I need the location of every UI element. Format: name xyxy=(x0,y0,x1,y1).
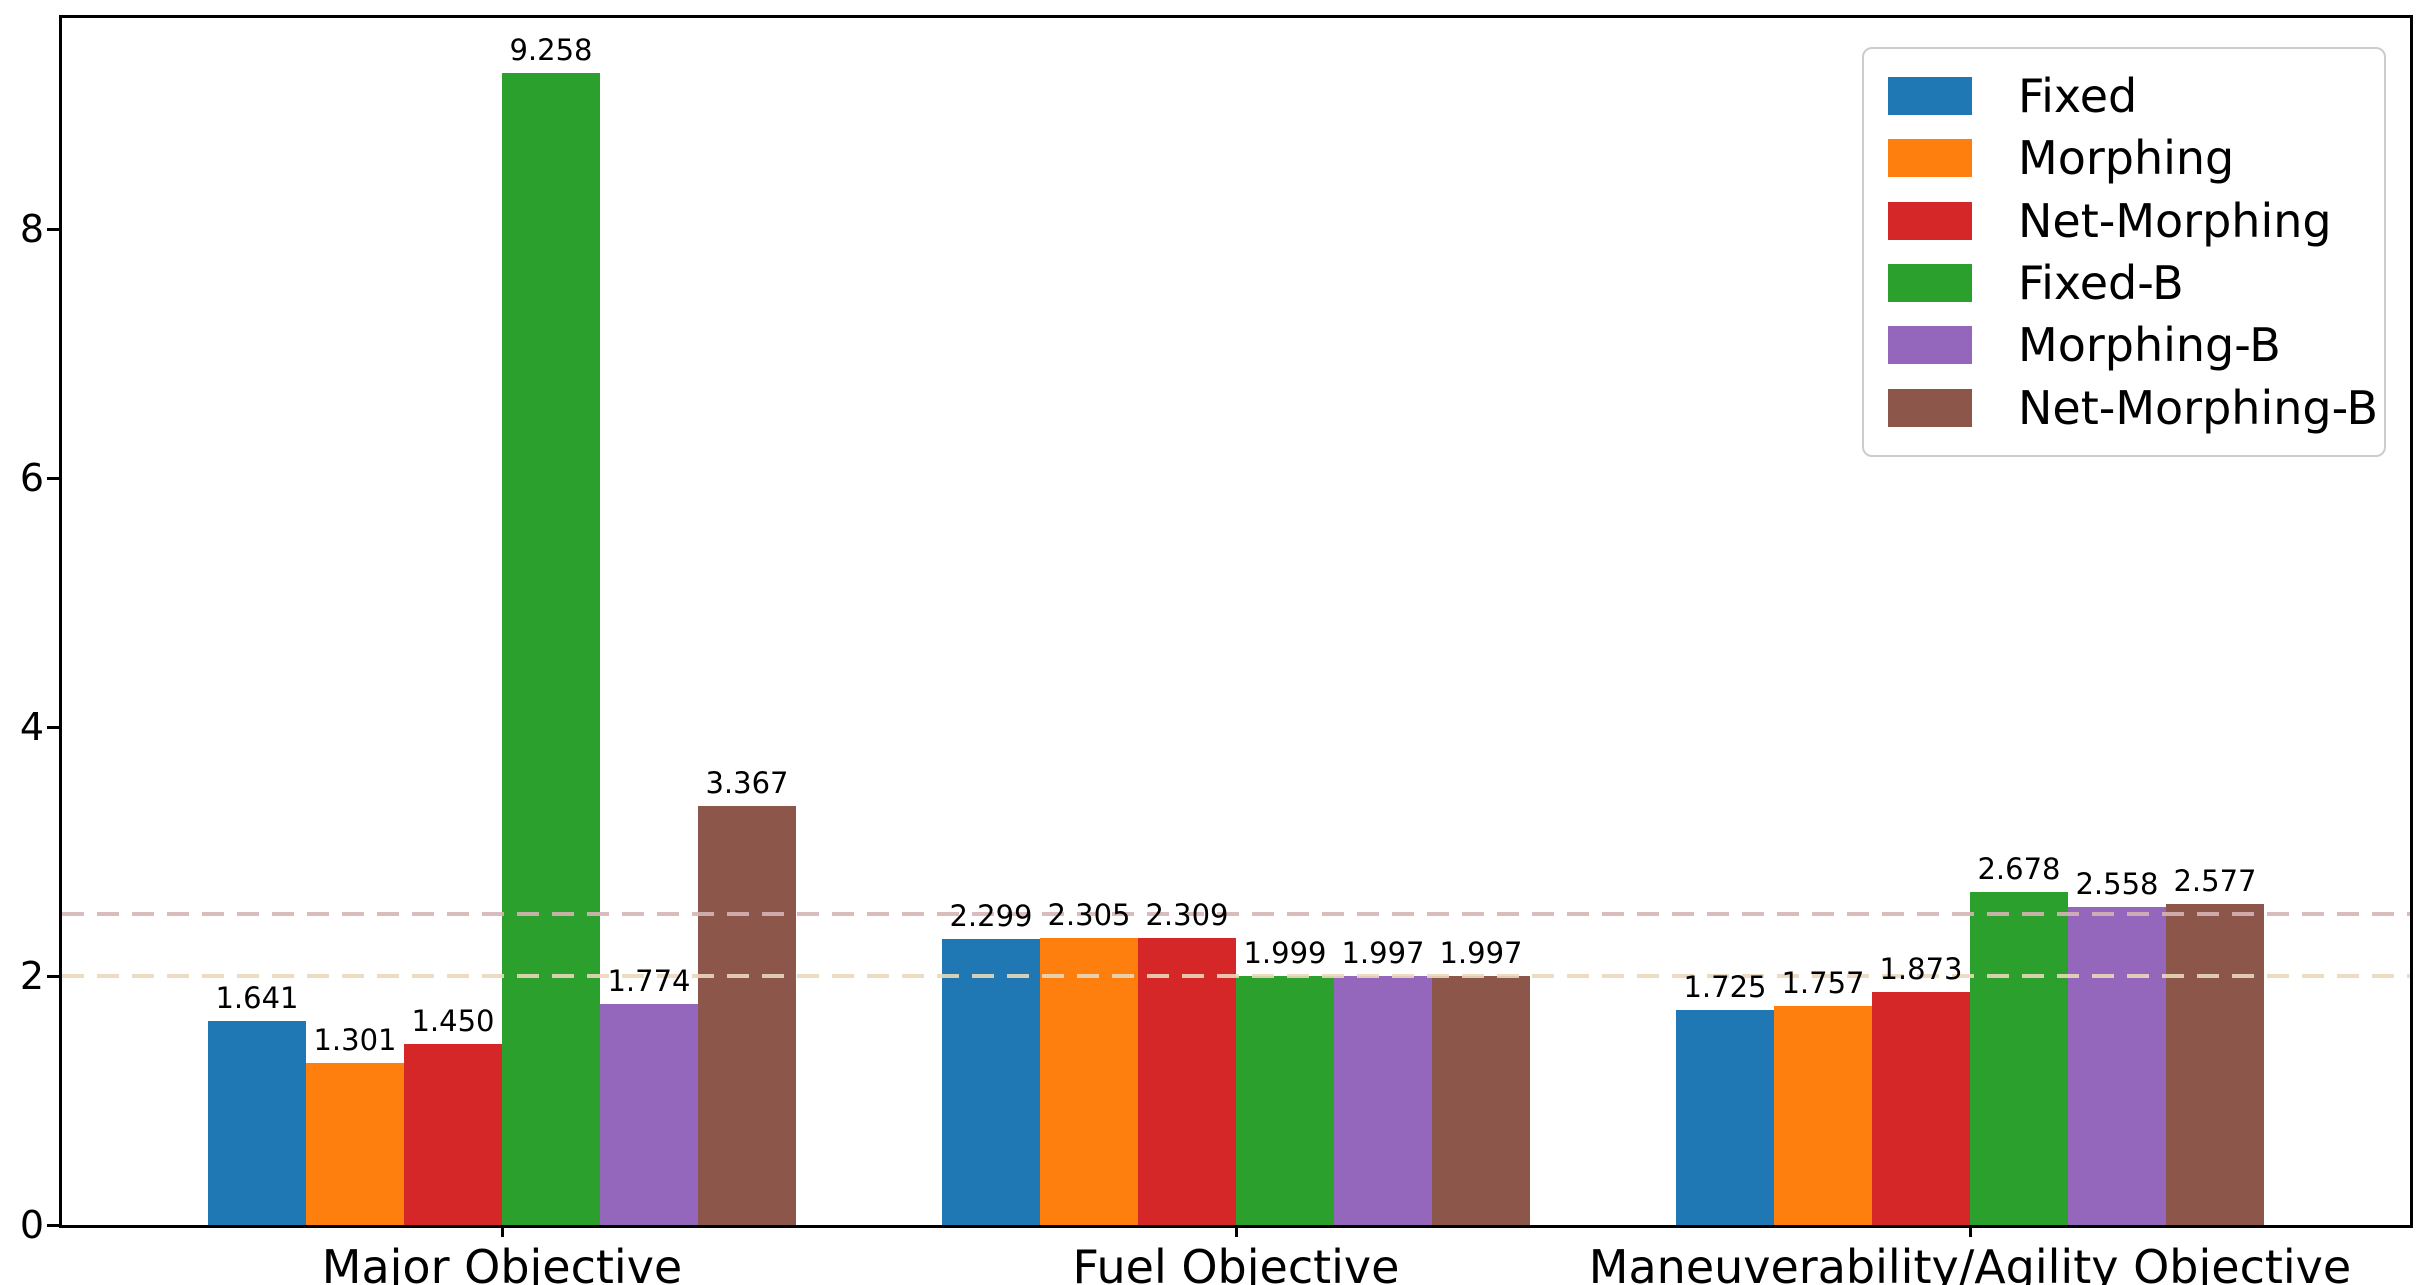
y-axis-tick-mark xyxy=(47,476,59,480)
category-label: Fuel Objective xyxy=(1072,1240,1400,1285)
legend: Fixed Morphing Net-Morphing Fixed-B Morphing… xyxy=(1862,47,2386,457)
bar-fixed-1 xyxy=(208,1020,306,1225)
bar-morphing-b-1 xyxy=(600,1004,698,1225)
y-axis-tick-label: 4 xyxy=(19,705,44,750)
legend-label: Morphing xyxy=(2018,131,2235,186)
bar-value-label: 3.367 xyxy=(705,765,789,800)
x-axis-tick-mark xyxy=(1968,1225,1972,1237)
bar-value-label: 1.997 xyxy=(1341,936,1425,971)
legend-swatch-net-morphing xyxy=(1888,201,1972,240)
legend-swatch-morphing-b xyxy=(1888,326,1972,365)
legend-entry-net-morphing-b: Net-Morphing-B xyxy=(1888,377,2378,439)
bar-fixed-b-2 xyxy=(1236,976,1334,1225)
legend-swatch-net-morphing-b xyxy=(1888,388,1972,427)
bar-morphing-b-2 xyxy=(1334,976,1432,1225)
legend-label: Morphing-B xyxy=(2018,318,2281,373)
y-axis-tick-mark xyxy=(47,974,59,978)
legend-entry-morphing-b: Morphing-B xyxy=(1888,314,2360,376)
bar-morphing-b-3 xyxy=(2068,906,2166,1225)
bar-value-label: 9.258 xyxy=(509,32,593,67)
category-label: Major Objective xyxy=(321,1240,683,1285)
bar-value-label: 1.641 xyxy=(215,980,299,1015)
legend-entry-fixed-b: Fixed-B xyxy=(1888,252,2360,314)
bar-value-label: 2.577 xyxy=(2173,864,2257,899)
y-axis-tick-mark xyxy=(47,1223,59,1227)
legend-label: Fixed-B xyxy=(2018,256,2184,311)
bar-value-label: 2.558 xyxy=(2075,866,2159,901)
bar-net-morphing-b-2 xyxy=(1432,976,1530,1225)
legend-swatch-fixed xyxy=(1888,77,1972,116)
bar-value-label: 1.301 xyxy=(313,1023,397,1058)
y-axis-tick-label: 2 xyxy=(19,954,44,999)
x-axis-tick-mark xyxy=(500,1225,504,1237)
bar-fixed-b-3 xyxy=(1970,891,2068,1225)
reference-line-y2.5 xyxy=(62,911,2410,916)
bar-value-label: 1.774 xyxy=(607,964,691,999)
y-axis-tick-label: 0 xyxy=(19,1203,44,1247)
bar-value-label: 1.999 xyxy=(1243,936,1327,971)
legend-entry-fixed: Fixed xyxy=(1888,65,2360,127)
bar-value-label: 2.305 xyxy=(1047,898,1131,933)
bar-value-label: 2.678 xyxy=(1977,851,2061,886)
bar-net-morphing-b-1 xyxy=(698,805,796,1225)
bar-morphing-3 xyxy=(1774,1006,1872,1225)
bar-fixed-b-1 xyxy=(502,72,600,1225)
bar-value-label: 1.997 xyxy=(1439,936,1523,971)
bar-morphing-1 xyxy=(306,1063,404,1225)
bar-value-label: 2.299 xyxy=(949,898,1033,933)
y-axis-tick-label: 6 xyxy=(19,456,44,501)
legend-label: Net-Morphing-B xyxy=(2018,380,2379,435)
category-label: Maneuverability/Agility Objective xyxy=(1588,1240,2352,1285)
bar-net-morphing-1 xyxy=(404,1044,502,1225)
legend-label: Net-Morphing xyxy=(2018,193,2332,248)
bar-fixed-3 xyxy=(1676,1010,1774,1225)
bar-value-label: 1.725 xyxy=(1683,970,1767,1005)
y-axis-tick-mark xyxy=(47,725,59,729)
legend-entry-morphing: Morphing xyxy=(1888,127,2360,189)
bar-net-morphing-3 xyxy=(1872,991,1970,1225)
y-axis-tick-mark xyxy=(47,227,59,231)
reference-line-y2 xyxy=(62,974,2410,979)
bar-net-morphing-b-3 xyxy=(2166,904,2264,1225)
bar-fixed-2 xyxy=(942,938,1040,1225)
bar-value-label: 1.450 xyxy=(411,1004,495,1039)
bar-value-label: 2.309 xyxy=(1145,897,1229,932)
y-axis-tick-label: 8 xyxy=(19,207,44,252)
bar-net-morphing-2 xyxy=(1138,937,1236,1225)
legend-entry-net-morphing: Net-Morphing xyxy=(1888,190,2360,252)
x-axis-tick-mark xyxy=(1234,1225,1238,1237)
bar-morphing-2 xyxy=(1040,938,1138,1225)
bar-value-label: 1.873 xyxy=(1879,951,1963,986)
bar-value-label: 1.757 xyxy=(1781,966,1865,1001)
legend-swatch-fixed-b xyxy=(1888,264,1972,303)
legend-label: Fixed xyxy=(2018,69,2138,124)
legend-swatch-morphing xyxy=(1888,139,1972,178)
